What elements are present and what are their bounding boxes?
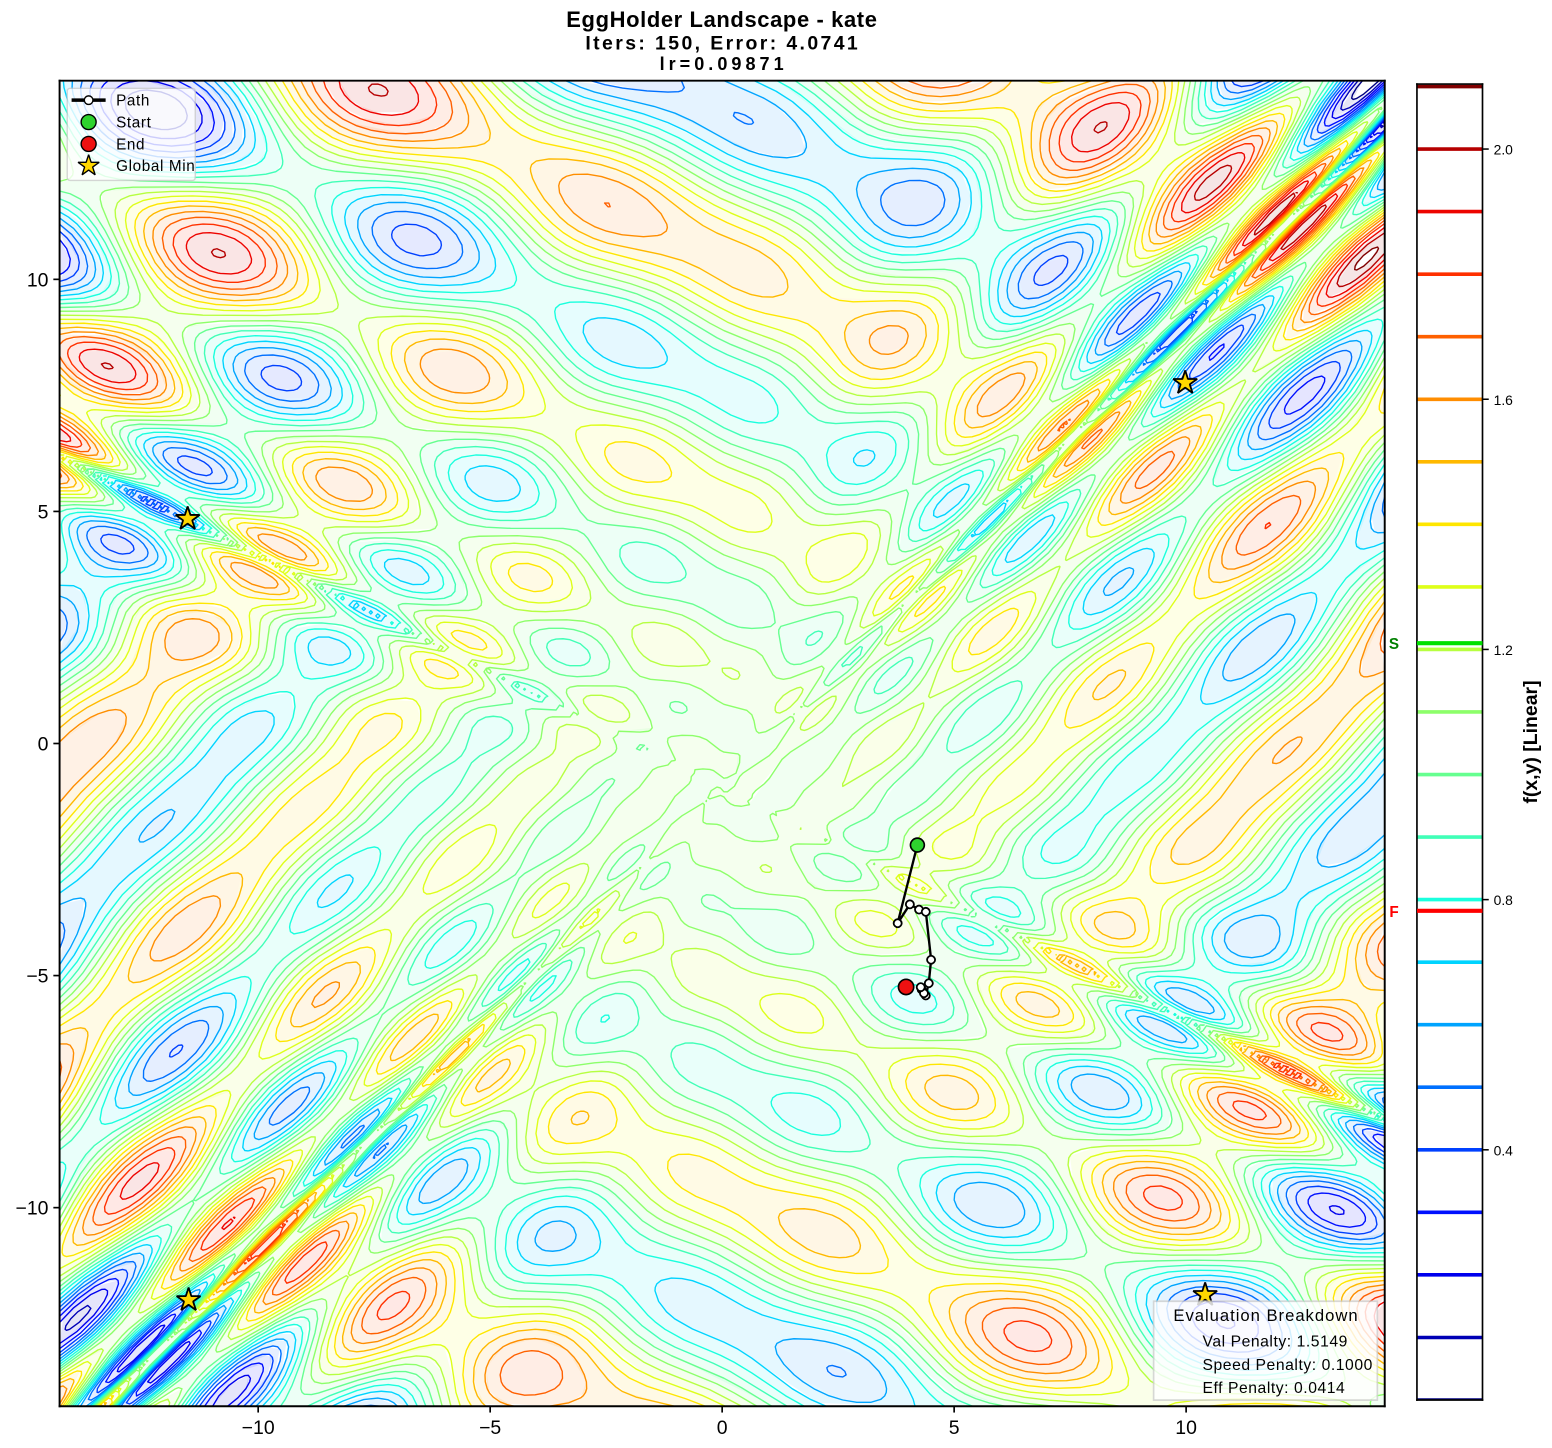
svg-text:Eff Penalty: 0.0414: Eff Penalty: 0.0414 bbox=[1202, 1380, 1345, 1397]
svg-text:Iters: 150, Error: 4.0741: Iters: 150, Error: 4.0741 bbox=[585, 33, 860, 55]
svg-text:5: 5 bbox=[949, 1417, 960, 1439]
svg-text:End: End bbox=[116, 136, 145, 153]
svg-text:EggHolder Landscape - kate: EggHolder Landscape - kate bbox=[566, 7, 877, 32]
svg-text:lr=0.09871: lr=0.09871 bbox=[660, 54, 788, 74]
svg-text:Global Min: Global Min bbox=[116, 158, 195, 175]
svg-text:Speed Penalty: 0.1000: Speed Penalty: 0.1000 bbox=[1202, 1357, 1372, 1374]
svg-text:0: 0 bbox=[717, 1417, 728, 1439]
svg-text:Evaluation Breakdown: Evaluation Breakdown bbox=[1173, 1306, 1358, 1325]
svg-text:S: S bbox=[1389, 636, 1399, 653]
svg-text:−5: −5 bbox=[479, 1417, 501, 1439]
svg-text:Path: Path bbox=[116, 93, 150, 110]
svg-text:Val Penalty: 1.5149: Val Penalty: 1.5149 bbox=[1202, 1334, 1347, 1351]
svg-text:5: 5 bbox=[38, 501, 49, 523]
svg-text:0: 0 bbox=[38, 734, 49, 756]
svg-text:0.8: 0.8 bbox=[1494, 892, 1514, 908]
svg-text:0.4: 0.4 bbox=[1494, 1142, 1514, 1158]
svg-text:10: 10 bbox=[1175, 1417, 1197, 1439]
svg-text:Start: Start bbox=[116, 114, 151, 131]
svg-text:−10: −10 bbox=[242, 1417, 275, 1439]
svg-text:2.0: 2.0 bbox=[1494, 142, 1514, 158]
svg-text:1.2: 1.2 bbox=[1494, 642, 1514, 658]
svg-text:f(x,y) [Linear]: f(x,y) [Linear] bbox=[1520, 680, 1542, 803]
svg-text:1.6: 1.6 bbox=[1494, 392, 1514, 408]
svg-text:F: F bbox=[1389, 904, 1398, 921]
svg-text:10: 10 bbox=[27, 269, 49, 291]
svg-text:−5: −5 bbox=[26, 966, 48, 988]
svg-text:−10: −10 bbox=[16, 1198, 49, 1220]
